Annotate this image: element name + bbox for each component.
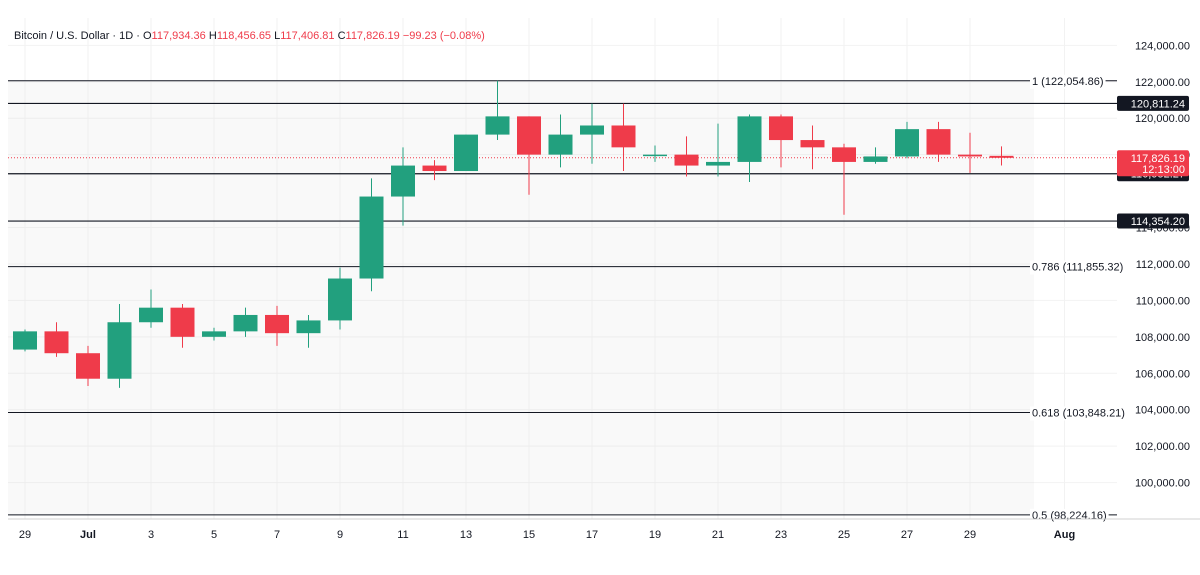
candle-body bbox=[580, 125, 604, 135]
candle-body bbox=[202, 331, 226, 337]
open-key: O bbox=[142, 30, 152, 42]
time-tick-label: 3 bbox=[148, 529, 154, 541]
low-key: L bbox=[274, 30, 281, 42]
fib-band bbox=[8, 266, 1034, 413]
time-tick-label: Aug bbox=[1054, 529, 1075, 541]
candle-body bbox=[517, 116, 541, 155]
fib-label: 0.618 (103,848.21) bbox=[1032, 407, 1125, 419]
candle-body bbox=[454, 134, 478, 172]
candle-body bbox=[674, 154, 699, 166]
fib-label: 0.5 (98,224.16) bbox=[1032, 510, 1107, 522]
horizontal-lines: 1 (122,054.86) 0.786 (111,855.32) 0.618 (1… bbox=[8, 74, 1127, 523]
candle-body bbox=[391, 165, 415, 197]
candle-body bbox=[359, 196, 384, 279]
candle-body bbox=[895, 129, 919, 157]
candle-body bbox=[769, 116, 793, 141]
fib-band bbox=[8, 412, 1034, 515]
time-tick-label: 29 bbox=[19, 529, 31, 541]
low-value: 117,406.81 bbox=[280, 30, 335, 42]
price-tick-label: 110,000.00 bbox=[1136, 295, 1190, 307]
close-key: C bbox=[337, 30, 346, 42]
candle-body bbox=[643, 154, 667, 157]
price-tick-label: 100,000.00 bbox=[1135, 478, 1190, 490]
time-tick-label: 13 bbox=[460, 529, 472, 541]
countdown-label: 12:13:00 bbox=[1142, 164, 1185, 176]
price-tick-label: 106,000.00 bbox=[1135, 368, 1190, 380]
fib-label-bg bbox=[1030, 406, 1127, 421]
price-tick-label: 112,000.00 bbox=[1136, 259, 1190, 271]
price-tick-label: 104,000.00 bbox=[1135, 405, 1190, 417]
close-value: 117,826.19 bbox=[345, 30, 400, 42]
fib-label-bg bbox=[1030, 74, 1106, 89]
candle-body bbox=[139, 307, 163, 323]
fib-label: 0.786 (111,855.32) bbox=[1032, 262, 1123, 274]
time-tick-label: 23 bbox=[775, 529, 787, 541]
time-tick-label: 7 bbox=[274, 529, 280, 541]
high-key: H bbox=[208, 30, 217, 42]
change-value: −99.23 (−0.08%) bbox=[402, 30, 485, 42]
candle-body bbox=[737, 116, 762, 162]
time-tick-label: 5 bbox=[211, 529, 217, 541]
time-tick-label: 25 bbox=[838, 529, 850, 541]
candle-body bbox=[328, 278, 352, 321]
candle-body bbox=[44, 331, 69, 354]
time-tick-label: 21 bbox=[712, 529, 724, 541]
candle-body bbox=[706, 161, 730, 166]
open-value: 117,934.36 bbox=[151, 30, 206, 42]
price-tick-label: 108,000.00 bbox=[1135, 332, 1190, 344]
price-tags: 120,811.24116,952.27114,354.20117,826.19… bbox=[1117, 95, 1189, 229]
price-tag bbox=[1117, 150, 1189, 177]
price-tag bbox=[1117, 95, 1189, 111]
time-tick-label: 19 bbox=[649, 529, 661, 541]
price-tag bbox=[1117, 213, 1189, 229]
candle-body bbox=[548, 134, 573, 155]
candle-body bbox=[296, 320, 321, 334]
candle-body bbox=[76, 353, 100, 379]
time-tick-label: 15 bbox=[523, 529, 535, 541]
price-axis: 100,000.00 102,000.00 104,000.00 106,000.00… bbox=[1135, 40, 1190, 489]
price-tag-label: 117,826.19 bbox=[1131, 153, 1185, 165]
candle-body bbox=[107, 322, 132, 379]
candle-body bbox=[265, 314, 289, 334]
time-tick-label: Jul bbox=[80, 529, 96, 541]
symbol-name: Bitcoin / U.S. Dollar · 1D · bbox=[14, 30, 140, 42]
price-tick-label: 102,000.00 bbox=[1135, 441, 1190, 453]
candle-body bbox=[926, 129, 951, 155]
candle-body bbox=[422, 165, 447, 172]
candle-body bbox=[170, 307, 195, 337]
time-tick-label: 9 bbox=[337, 529, 343, 541]
price-tick-label: 122,000.00 bbox=[1135, 77, 1190, 89]
candle-body bbox=[800, 140, 825, 148]
fib-label: 1 (122,054.86) bbox=[1032, 76, 1104, 88]
high-value: 118,456.65 bbox=[216, 30, 272, 42]
candle-body bbox=[863, 156, 888, 162]
candles bbox=[13, 80, 1014, 388]
candle-body bbox=[13, 331, 37, 350]
time-tick-label: 17 bbox=[586, 529, 598, 541]
candle-body bbox=[611, 125, 636, 148]
price-tag-label: 120,811.24 bbox=[1131, 98, 1185, 110]
symbol-header: Bitcoin / U.S. Dollar · 1D · O117,934.36… bbox=[14, 30, 485, 42]
candle-body bbox=[832, 147, 856, 162]
candle-body bbox=[233, 314, 258, 332]
candle-body bbox=[485, 116, 510, 135]
time-tick-label: 11 bbox=[397, 529, 408, 541]
price-tick-label: 124,000.00 bbox=[1135, 40, 1190, 52]
candle-body bbox=[989, 155, 1014, 158]
candle-body bbox=[958, 154, 982, 157]
time-axis: 29 Jul 3 5 7 9 11 13 15 17 19 21 23 25 27 29 Aug bbox=[8, 518, 1200, 541]
price-tick-label: 120,000.00 bbox=[1135, 113, 1190, 125]
time-tick-label: 27 bbox=[901, 529, 913, 541]
fib-label-bg bbox=[1030, 260, 1126, 275]
price-tag-label: 114,354.20 bbox=[1131, 216, 1185, 228]
time-tick-label: 29 bbox=[964, 529, 976, 541]
